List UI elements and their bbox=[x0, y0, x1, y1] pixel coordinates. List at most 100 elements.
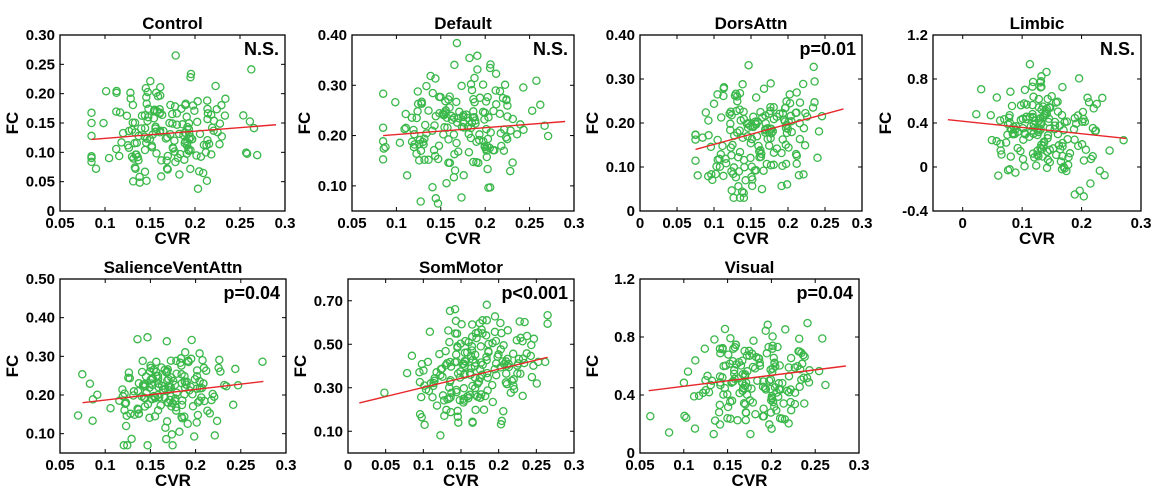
data-point bbox=[1077, 140, 1087, 149]
data-point bbox=[704, 116, 713, 125]
data-point bbox=[466, 80, 476, 89]
y-tick-label: 0.4 bbox=[907, 115, 929, 132]
data-point bbox=[171, 406, 181, 415]
data-point bbox=[467, 346, 477, 355]
fit-line bbox=[695, 108, 844, 151]
data-point bbox=[797, 348, 806, 358]
data-point bbox=[416, 146, 426, 156]
data-point bbox=[410, 130, 419, 139]
panel-title: SalienceVentAttn bbox=[104, 258, 243, 277]
data-point bbox=[769, 353, 779, 363]
data-point bbox=[464, 147, 474, 157]
data-point bbox=[444, 326, 453, 335]
data-point bbox=[785, 98, 795, 108]
data-point bbox=[450, 149, 459, 159]
data-point bbox=[732, 106, 741, 116]
data-point bbox=[477, 370, 487, 380]
data-point bbox=[490, 312, 500, 321]
data-point bbox=[465, 390, 475, 399]
data-point bbox=[186, 73, 195, 82]
data-point bbox=[147, 141, 157, 150]
data-point bbox=[149, 365, 158, 374]
data-point bbox=[183, 419, 192, 429]
data-point bbox=[188, 390, 197, 399]
data-point bbox=[142, 176, 151, 186]
data-point bbox=[1053, 97, 1062, 107]
data-point bbox=[1029, 153, 1039, 162]
x-tick-label: 0.2 bbox=[1071, 215, 1092, 232]
significance-label: N.S. bbox=[1100, 39, 1135, 59]
data-point bbox=[426, 71, 435, 81]
data-point bbox=[1070, 190, 1080, 199]
data-point bbox=[114, 151, 124, 161]
data-point bbox=[419, 366, 428, 375]
data-point bbox=[197, 393, 206, 402]
data-point bbox=[527, 340, 536, 350]
data-point bbox=[207, 150, 216, 159]
data-point bbox=[140, 145, 150, 155]
data-point bbox=[144, 104, 153, 114]
data-point bbox=[794, 334, 804, 343]
x-tick-label: 0 bbox=[636, 215, 644, 232]
data-point bbox=[742, 351, 752, 360]
data-point bbox=[129, 391, 138, 400]
data-point bbox=[739, 114, 749, 124]
data-point bbox=[777, 181, 786, 191]
data-point bbox=[746, 429, 755, 439]
data-point bbox=[117, 138, 126, 147]
data-point bbox=[467, 85, 477, 95]
data-point bbox=[795, 364, 805, 374]
data-point bbox=[131, 150, 140, 159]
data-point bbox=[128, 177, 138, 186]
data-point bbox=[727, 111, 736, 120]
data-point bbox=[755, 358, 765, 367]
data-point bbox=[142, 99, 151, 108]
data-point bbox=[457, 81, 466, 91]
data-point bbox=[781, 140, 791, 150]
x-tick-label: 0.25 bbox=[226, 457, 255, 474]
x-tick-label: 0.3 bbox=[849, 457, 870, 474]
data-point bbox=[454, 113, 463, 123]
data-point bbox=[196, 152, 206, 161]
data-point bbox=[716, 113, 726, 122]
data-point bbox=[1079, 192, 1089, 201]
data-point bbox=[87, 118, 96, 128]
data-point bbox=[425, 327, 435, 337]
data-point bbox=[162, 164, 172, 173]
data-point bbox=[450, 304, 460, 314]
data-point bbox=[768, 364, 777, 374]
data-point bbox=[491, 69, 501, 78]
x-tick-label: 0.2 bbox=[761, 457, 782, 474]
x-tick-label: 0.1 bbox=[1012, 215, 1033, 232]
data-point bbox=[467, 342, 477, 351]
data-point bbox=[134, 405, 143, 414]
data-point bbox=[445, 306, 455, 316]
data-point bbox=[1058, 151, 1067, 161]
data-point bbox=[1020, 162, 1029, 171]
y-tick-label: 0.40 bbox=[26, 310, 55, 327]
data-point bbox=[1119, 135, 1128, 145]
data-point bbox=[162, 156, 171, 165]
data-point bbox=[512, 130, 522, 139]
y-tick-label: 0.30 bbox=[606, 71, 635, 88]
data-point bbox=[212, 104, 222, 114]
data-point bbox=[505, 166, 515, 176]
data-point bbox=[814, 366, 824, 376]
data-point bbox=[1073, 141, 1083, 151]
data-point bbox=[729, 193, 738, 203]
data-point bbox=[522, 331, 532, 341]
data-point bbox=[216, 367, 225, 376]
scatter-points bbox=[73, 333, 267, 450]
data-point bbox=[203, 109, 213, 118]
data-point bbox=[730, 91, 740, 100]
data-point bbox=[515, 317, 524, 326]
data-point bbox=[680, 411, 689, 421]
data-point bbox=[215, 355, 224, 365]
data-point bbox=[88, 416, 97, 425]
data-point bbox=[738, 369, 748, 379]
data-point bbox=[794, 170, 804, 180]
data-point bbox=[481, 97, 491, 106]
data-point bbox=[171, 51, 180, 60]
data-point bbox=[782, 180, 792, 189]
data-point bbox=[754, 147, 764, 156]
